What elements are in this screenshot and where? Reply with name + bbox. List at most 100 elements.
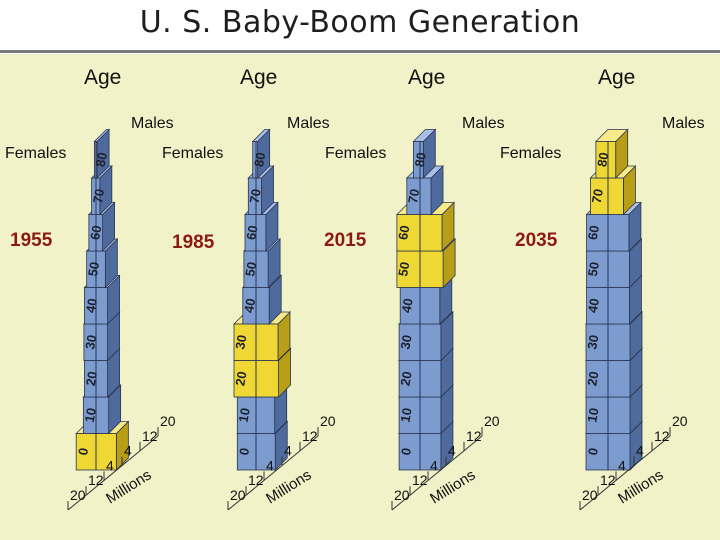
bar-male-age-30 (419, 323, 442, 361)
age-group-label: 80 (251, 151, 268, 168)
age-group-label: 60 (243, 224, 260, 241)
bar-male-age-10 (419, 396, 442, 434)
males-label: Males (287, 115, 330, 132)
age-group-label: 20 (232, 370, 249, 387)
bar-male-age-30 (255, 323, 279, 361)
age-group-label: 30 (584, 334, 601, 351)
y-axis-title: Age (598, 66, 635, 89)
bar-male-age-10 (255, 396, 276, 434)
bar-male-age-70 (419, 177, 432, 215)
y-axis-title: Age (408, 66, 445, 89)
age-group-label: 20 (584, 370, 601, 387)
y-axis-title: Age (84, 66, 121, 89)
millions-tick-label: 12 (600, 472, 616, 488)
millions-tick-label: 12 (248, 472, 264, 488)
age-group-label: 0 (75, 447, 91, 457)
bar-male-age-70 (607, 177, 624, 215)
millions-tick-label: 4 (448, 443, 456, 459)
age-group-label: 20 (397, 370, 414, 387)
bar-male-age-40 (607, 287, 630, 325)
age-group-label: 30 (82, 334, 99, 351)
age-group-label: 30 (397, 334, 414, 351)
page-title: U. S. Baby-Boom Generation (139, 5, 581, 40)
millions-tick-label: 4 (430, 457, 438, 473)
age-group-label: 60 (585, 224, 602, 241)
millions-tick-label: 20 (582, 487, 598, 503)
bar-male-age-50 (607, 250, 630, 288)
age-group-label: 80 (594, 151, 611, 168)
millions-tick-label: 4 (618, 457, 626, 473)
title-divider (0, 50, 720, 53)
millions-tick-label: 4 (124, 443, 132, 459)
millions-tick-label: 4 (266, 457, 274, 473)
bar-male-age-20 (255, 360, 279, 398)
millions-tick-label: 20 (230, 487, 246, 503)
millions-tick-label: 20 (394, 487, 410, 503)
age-group-label: 10 (82, 407, 99, 424)
age-group-label: 40 (83, 297, 100, 314)
millions-axis-line (391, 435, 483, 511)
y-axis-title: Age (240, 66, 277, 89)
bar-male-age-20 (607, 360, 631, 398)
millions-tick-label: 20 (70, 487, 86, 503)
year-label: 1985 (172, 232, 215, 253)
age-group-label: 70 (90, 188, 107, 205)
age-group-label: 20 (83, 370, 100, 387)
millions-tick-label: 12 (142, 428, 158, 444)
millions-axis-line (227, 435, 319, 511)
chart-panel: 0 10 20 30 40 50 60 70 80 Age Males Females 1955 20 12… (0, 54, 720, 540)
females-label: Females (162, 145, 223, 162)
millions-tick-label: 20 (484, 413, 500, 429)
pyramid-1985: 01020304050607080AgeMalesFemales19852012… (162, 66, 336, 511)
age-group-label: 40 (585, 297, 602, 314)
pyramid-2015: 01020304050607080AgeMalesFemales20152012… (324, 66, 505, 511)
age-group-label: 80 (93, 151, 110, 168)
age-group-label: 80 (412, 151, 429, 168)
bar-male-age-20 (419, 360, 442, 398)
age-group-label: 40 (399, 297, 416, 314)
age-group-label: 10 (397, 407, 414, 424)
millions-tick-label: 4 (106, 457, 114, 473)
millions-tick-label: 4 (636, 443, 644, 459)
age-group-label: 60 (395, 224, 412, 241)
age-group-label: 50 (395, 261, 412, 278)
age-group-label: 0 (236, 447, 252, 457)
age-group-label: 0 (585, 447, 601, 457)
age-group-label: 70 (589, 188, 606, 205)
pyramid-2035: 01020304050607080AgeMalesFemales20352012… (500, 66, 705, 511)
millions-tick-label: 20 (160, 413, 176, 429)
bar-male-age-50 (419, 250, 444, 288)
males-label: Males (131, 115, 174, 132)
age-group-label: 0 (398, 447, 414, 457)
bar-male-age-60 (607, 214, 630, 252)
bar-male-age-10 (607, 396, 631, 434)
age-group-label: 70 (247, 188, 264, 205)
age-group-label: 50 (242, 261, 259, 278)
bar-male-age-30 (607, 323, 631, 361)
males-label: Males (462, 115, 505, 132)
bar-male-age-10 (95, 396, 110, 434)
millions-tick-label: 12 (88, 472, 104, 488)
age-group-label: 60 (87, 224, 104, 241)
year-label: 2035 (515, 230, 558, 251)
age-group-label: 50 (585, 261, 602, 278)
age-group-label: 10 (236, 407, 253, 424)
millions-axis-line (579, 435, 671, 511)
millions-axis-line (67, 435, 159, 511)
pyramid-1955: 01020304050607080AgeMalesFemales19552012… (5, 66, 176, 511)
year-label: 2015 (324, 230, 367, 251)
females-label: Females (325, 145, 386, 162)
millions-tick-label: 12 (466, 428, 482, 444)
females-label: Females (500, 145, 561, 162)
males-label: Males (662, 115, 705, 132)
bar-male-age-60 (419, 214, 443, 252)
age-group-label: 50 (85, 261, 102, 278)
bar-male-age-40 (419, 287, 441, 325)
millions-tick-label: 4 (284, 443, 292, 459)
millions-tick-label: 12 (654, 428, 670, 444)
bar-male-age-40 (255, 287, 270, 325)
age-group-label: 30 (232, 334, 249, 351)
millions-tick-label: 20 (320, 413, 336, 429)
age-group-label: 10 (584, 407, 601, 424)
millions-tick-label: 12 (412, 472, 428, 488)
